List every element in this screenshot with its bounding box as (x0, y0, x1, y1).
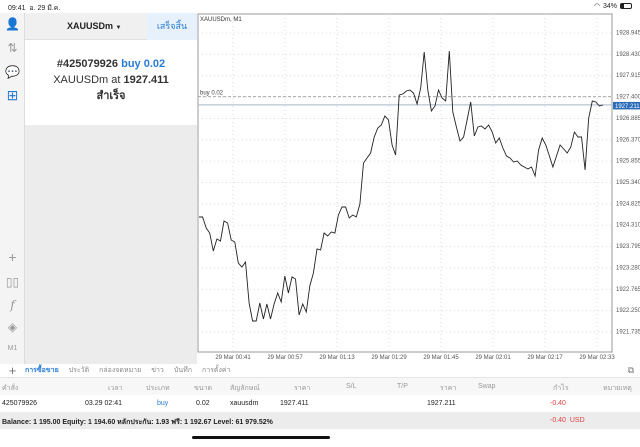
terminal: + การซื้อขาย ประวัติ กล่องจดหมาย ข่าว บั… (0, 363, 640, 447)
result-text: สำเร็จ (96, 90, 126, 102)
col-type: ประเภท (146, 385, 170, 392)
y-tick-label: 1926.885 (616, 116, 640, 122)
indicators-icon[interactable]: f (10, 298, 15, 312)
cell-current-price: 1927.211 (427, 400, 456, 407)
y-tick-label: 1926.370 (616, 137, 640, 143)
tab-mailbox[interactable]: กล่องจดหมาย (99, 367, 142, 374)
current-price-label: 1927.211 (615, 104, 640, 110)
order-line-label: buy 0.02 (200, 91, 224, 97)
price-line (199, 50, 604, 322)
currency: USD (569, 417, 585, 424)
current-price-marker (613, 101, 640, 110)
detach-icon[interactable]: ⧉ (627, 365, 634, 375)
price-chart[interactable]: 1928.945 1928.430 1927.915 1927.400 1926.885… (197, 13, 640, 364)
y-tick-label: 1927.915 (616, 73, 640, 79)
col-sl: S/L (346, 383, 357, 390)
tab-settings[interactable]: การตั้งค่า (201, 367, 231, 374)
battery-icon (620, 3, 632, 9)
terminal-tabs: + การซื้อขาย ประวัติ กล่องจดหมาย ข่าว บั… (0, 363, 640, 378)
tab-trade[interactable]: การซื้อขาย (25, 367, 59, 374)
total-profit-value: -0.40 (550, 417, 566, 424)
chevron-down-icon: ▼ (115, 25, 122, 31)
done-button[interactable]: เสร็จสิ้น (147, 13, 197, 40)
balance-summary: Balance: 1 195.00 Equity: 1 194.60 หลักป… (2, 419, 273, 426)
x-tick-label: 29 Mar 00:57 (267, 355, 303, 361)
table-row[interactable]: 425079926 03.29 02:41 buy 0.02 xauusdm 1… (0, 395, 640, 412)
x-tick-label: 29 Mar 01:45 (423, 355, 459, 361)
accounts-icon[interactable]: 👤 (5, 17, 20, 31)
status-right: ◠ 34% (594, 2, 632, 10)
total-profit: -0.40 USD (550, 417, 585, 424)
chart-svg[interactable]: 1928.945 1928.430 1927.915 1927.400 1926.885… (197, 13, 640, 364)
col-swap: Swap (478, 383, 496, 390)
y-tick-label: 1921.735 (616, 330, 640, 336)
chart-type-icon[interactable]: ▯▯ (5, 275, 20, 289)
cell-ticket: 425079926 (2, 400, 38, 407)
battery-percent: 34% (602, 2, 617, 10)
objects-icon[interactable]: ◈ (7, 320, 18, 334)
col-size: ขนาด (194, 385, 213, 392)
cell-open-price: 1927.411 (280, 400, 309, 407)
y-tick-label: 1923.795 (616, 244, 640, 250)
col-order: คำสั่ง (2, 385, 19, 392)
chat-icon[interactable]: 💬 (5, 65, 20, 79)
add-icon[interactable]: + (8, 363, 17, 378)
tab-history[interactable]: ประวัติ (68, 367, 90, 374)
symbol-selector[interactable]: XAUUSDm ▼ (67, 21, 121, 31)
new-order-icon[interactable]: ⊞ (6, 87, 19, 103)
status-time: 09:41 อ. 29 มี.ค. (8, 3, 60, 14)
y-tick-label: 1927.400 (616, 95, 640, 101)
ticket: #425079926 (56, 58, 119, 70)
order-price: 1927.411 (123, 74, 169, 86)
cell-time: 03.29 02:41 (85, 400, 122, 407)
left-toolbar: 👤 ⇅ 💬 ⊞ + ▯▯ f ◈ M1 (0, 13, 25, 364)
crosshair-icon[interactable]: + (8, 249, 17, 265)
home-indicator (192, 436, 330, 439)
symbol-label: XAUUSDm (67, 21, 114, 31)
order-result: #425079926 buy 0.02 XAUUSDm at 1927.411 … (25, 40, 197, 125)
table-header: คำสั่ง เวลา ประเภท ขนาด สัญลักษณ์ ราคา S… (0, 378, 640, 395)
side-volume: buy 0.02 (121, 58, 166, 70)
y-tick-label: 1924.825 (616, 201, 640, 207)
cell-size: 0.02 (196, 400, 210, 407)
y-tick-label: 1928.430 (616, 52, 640, 58)
symbol-at: XAUUSDm at (53, 74, 121, 86)
col-comment: หมายเหตุ (603, 385, 632, 392)
balance-row: Balance: 1 195.00 Equity: 1 194.60 หลักป… (0, 412, 640, 429)
date: อ. 29 มี.ค. (29, 5, 61, 12)
x-tick-label: 29 Mar 02:01 (475, 355, 511, 361)
cell-profit: -0.40 (550, 400, 566, 407)
x-tick-label: 29 Mar 00:41 (215, 355, 251, 361)
plot-area (197, 13, 613, 353)
cell-type: buy (157, 400, 169, 407)
x-tick-label: 29 Mar 01:29 (371, 355, 407, 361)
y-tick-label: 1928.945 (616, 31, 640, 37)
chart-title: XAUUSDm, M1 (200, 17, 242, 23)
time: 09:41 (8, 5, 26, 12)
y-tick-label: 1922.250 (616, 308, 640, 314)
trade-icon[interactable]: ⇅ (7, 41, 18, 55)
col-tp: T/P (397, 383, 408, 390)
y-tick-label: 1923.280 (616, 265, 640, 271)
col-price: ราคา (294, 385, 311, 392)
col-current-price: ราคา (440, 385, 457, 392)
timeframe-button[interactable]: M1 (7, 345, 18, 352)
x-tick-label: 29 Mar 01:13 (319, 355, 355, 361)
col-symbol: สัญลักษณ์ (230, 385, 260, 392)
col-time: เวลา (108, 385, 123, 392)
panel-header: XAUUSDm ▼ เสร็จสิ้น (25, 13, 197, 40)
wifi-icon: ◠ (593, 3, 600, 10)
x-tick-label: 29 Mar 02:33 (579, 355, 615, 361)
y-tick-label: 1922.765 (616, 287, 640, 293)
cell-symbol: xauusdm (230, 400, 259, 407)
col-profit: กำไร (553, 385, 569, 392)
status-bar: 09:41 อ. 29 มี.ค. ◠ 34% (0, 0, 640, 13)
y-tick-label: 1924.310 (616, 223, 640, 229)
y-tick-label: 1925.340 (616, 180, 640, 186)
order-result-panel: XAUUSDm ▼ เสร็จสิ้น #425079926 buy 0.02 … (25, 13, 197, 364)
x-tick-label: 29 Mar 02:17 (527, 355, 563, 361)
tab-journal[interactable]: บันทึก (173, 367, 192, 374)
y-tick-label: 1925.855 (616, 159, 640, 165)
tab-news[interactable]: ข่าว (151, 367, 164, 374)
